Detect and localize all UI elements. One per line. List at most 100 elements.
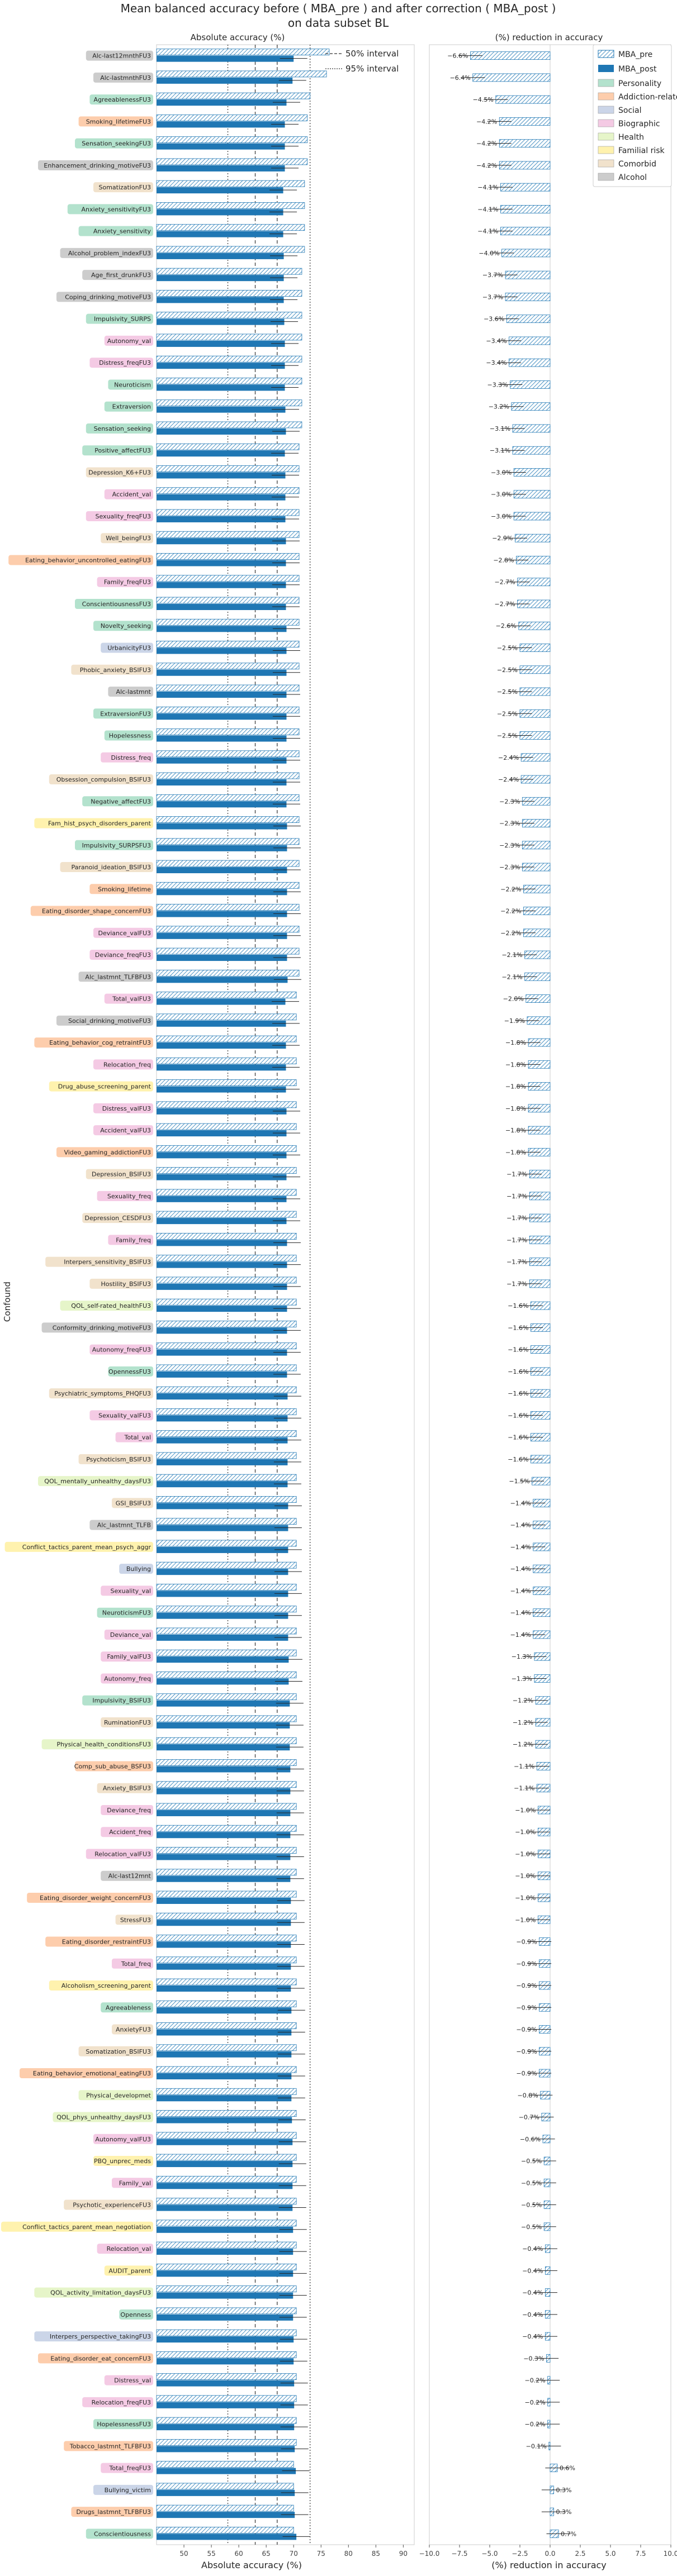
confound-label: Autonomy_freqFU3 <box>89 1344 153 1355</box>
bar-post <box>157 165 285 172</box>
confound-label-text: Interpers_perspective_takingFU3 <box>50 2333 151 2340</box>
reduction-label: −2.8% <box>493 556 514 564</box>
confound-label: Alc_lastmnt_TLFBFU3 <box>78 972 153 982</box>
confound-label: Video_gaming_addictionFU3 <box>56 1147 153 1158</box>
bar-pre <box>156 882 300 889</box>
reduction-label: −1.7% <box>506 1259 527 1266</box>
bar-post <box>157 2358 294 2365</box>
bar-pre <box>156 2198 297 2204</box>
bar-post <box>157 2073 292 2080</box>
confound-label-bg <box>78 226 153 236</box>
confound-label-bg <box>108 1366 153 1377</box>
confound-label: Deviance_freqFU3 <box>89 950 153 960</box>
confound-label-text: Video_gaming_addictionFU3 <box>64 1149 151 1156</box>
confound-label-bg <box>93 2134 153 2144</box>
confound-label-text: QOL_self-rated_healthFU3 <box>71 1302 151 1310</box>
confound-label-bg <box>97 1191 153 1201</box>
confound-label: Alcoholism_screening_parent <box>49 1980 153 1991</box>
confound-label-text: OpennessFU3 <box>108 1368 151 1375</box>
confound-label-bg <box>20 2068 153 2079</box>
confound-label-bg <box>56 1147 153 1158</box>
confound-label: Family_freqFU3 <box>97 577 153 587</box>
bar-pre <box>156 2220 297 2227</box>
confound-label-bg <box>89 1344 153 1355</box>
legend-swatch-post <box>598 65 614 72</box>
bar-pre <box>156 1057 297 1064</box>
confound-label: Family_val <box>112 2178 153 2188</box>
bar-pre <box>156 1737 297 1744</box>
bar-post <box>157 2183 293 2189</box>
bar-pre <box>156 2088 297 2095</box>
bar-post <box>157 1152 287 1159</box>
confound-label-text: NeuroticismFU3 <box>102 1610 151 1617</box>
confound-label-bg <box>89 1278 153 1289</box>
confound-label-bg <box>86 1169 153 1179</box>
bar-post <box>157 2117 292 2123</box>
bar-post <box>157 1656 289 1663</box>
confound-label-bg <box>101 1804 153 1815</box>
legend-entry-category: Comorbid <box>598 159 656 169</box>
bar-post <box>157 1875 291 1882</box>
legend-entry-category: Personality <box>598 79 661 88</box>
confound-label-bg <box>64 2441 153 2451</box>
confound-label: Comp_sub_abuse_BSFU3 <box>74 1761 153 1772</box>
reduction-label: −4.2% <box>476 118 497 125</box>
confound-label-text: Psychotic_experienceFU3 <box>73 2202 151 2209</box>
reduction-label: −1.8% <box>505 1127 526 1134</box>
confound-label: Positive_affectFU3 <box>82 445 153 456</box>
reduction-label: −0.4% <box>522 2245 543 2253</box>
bar-post <box>157 318 285 325</box>
confound-label-text: Fam_hist_psych_disorders_parent <box>48 820 152 827</box>
confound-label-text: Somatization_BSIFU3 <box>86 2048 151 2055</box>
confound-label-bg <box>115 1915 153 1925</box>
reduction-label: −1.6% <box>508 1390 528 1397</box>
confound-label: AUDIT_parent <box>104 2265 153 2276</box>
confound-label-text: Alc_lastmnt_TLFBFU3 <box>85 973 151 980</box>
bar-post <box>157 1437 288 1444</box>
bar-post <box>157 1810 291 1816</box>
bar-pre <box>156 1189 297 1196</box>
bar-post <box>157 1700 290 1707</box>
bar-post <box>157 1327 287 1334</box>
bar-post <box>157 955 287 961</box>
reduction-label: −0.2% <box>525 2377 546 2384</box>
confound-label-bg <box>101 1827 153 1837</box>
confound-label-text: Psychoticism_BSIFU3 <box>86 1456 151 1463</box>
confound-label: AnxietyFU3 <box>112 2024 153 2035</box>
confound-label: Alc_lastmnt_TLFB <box>89 1520 153 1530</box>
bar-pre <box>156 2241 297 2249</box>
legend-label-category: Biographic <box>618 120 660 128</box>
confound-label-bg <box>108 1235 153 1245</box>
confound-label: Relocation_freq <box>93 1059 153 1070</box>
confound-label-text: Eating_disorder_shape_concernFU3 <box>42 908 151 915</box>
bar-post <box>157 209 283 216</box>
bar-pre <box>156 1540 297 1547</box>
confound-label-text: Obsession_compulsion_BSIFU3 <box>56 776 151 783</box>
bar-pre <box>156 706 300 713</box>
reduction-label: −1.4% <box>510 1610 531 1617</box>
confound-label-bg <box>60 862 153 873</box>
confound-label-bg <box>53 2112 154 2122</box>
confound-label: Drugs_lastmnt_TLFBFU3 <box>71 2507 154 2517</box>
bar-pre <box>156 1693 297 1701</box>
bar-pre <box>156 1672 297 1678</box>
confound-label: Conformity_drinking_motiveFU3 <box>41 1322 153 1333</box>
reduction-label: −4.1% <box>477 184 498 191</box>
bar-post <box>157 516 286 522</box>
bar-post <box>157 1569 288 1575</box>
bar-pre <box>156 2110 297 2117</box>
confound-label: Eating_disorder_eat_concernFU3 <box>38 2353 153 2364</box>
confound-label-text: Deviance_val <box>110 1631 151 1639</box>
bar-post <box>157 823 287 830</box>
chart-subtitle: on data subset BL <box>288 16 389 30</box>
confound-label-text: Accident_valFU3 <box>100 1127 151 1134</box>
left-x-tick-label: 70 <box>290 2550 298 2558</box>
confound-label: Depression_K6+FU3 <box>86 467 153 478</box>
bar-pre <box>156 1430 297 1437</box>
bar-post <box>157 1963 291 1970</box>
reduction-label: −0.4% <box>522 2333 543 2340</box>
bar-pre <box>156 1408 297 1415</box>
reduction-label: −1.2% <box>513 1741 533 1748</box>
bar-post <box>157 1591 288 1597</box>
legend-entry-category: Alcohol <box>598 173 647 182</box>
